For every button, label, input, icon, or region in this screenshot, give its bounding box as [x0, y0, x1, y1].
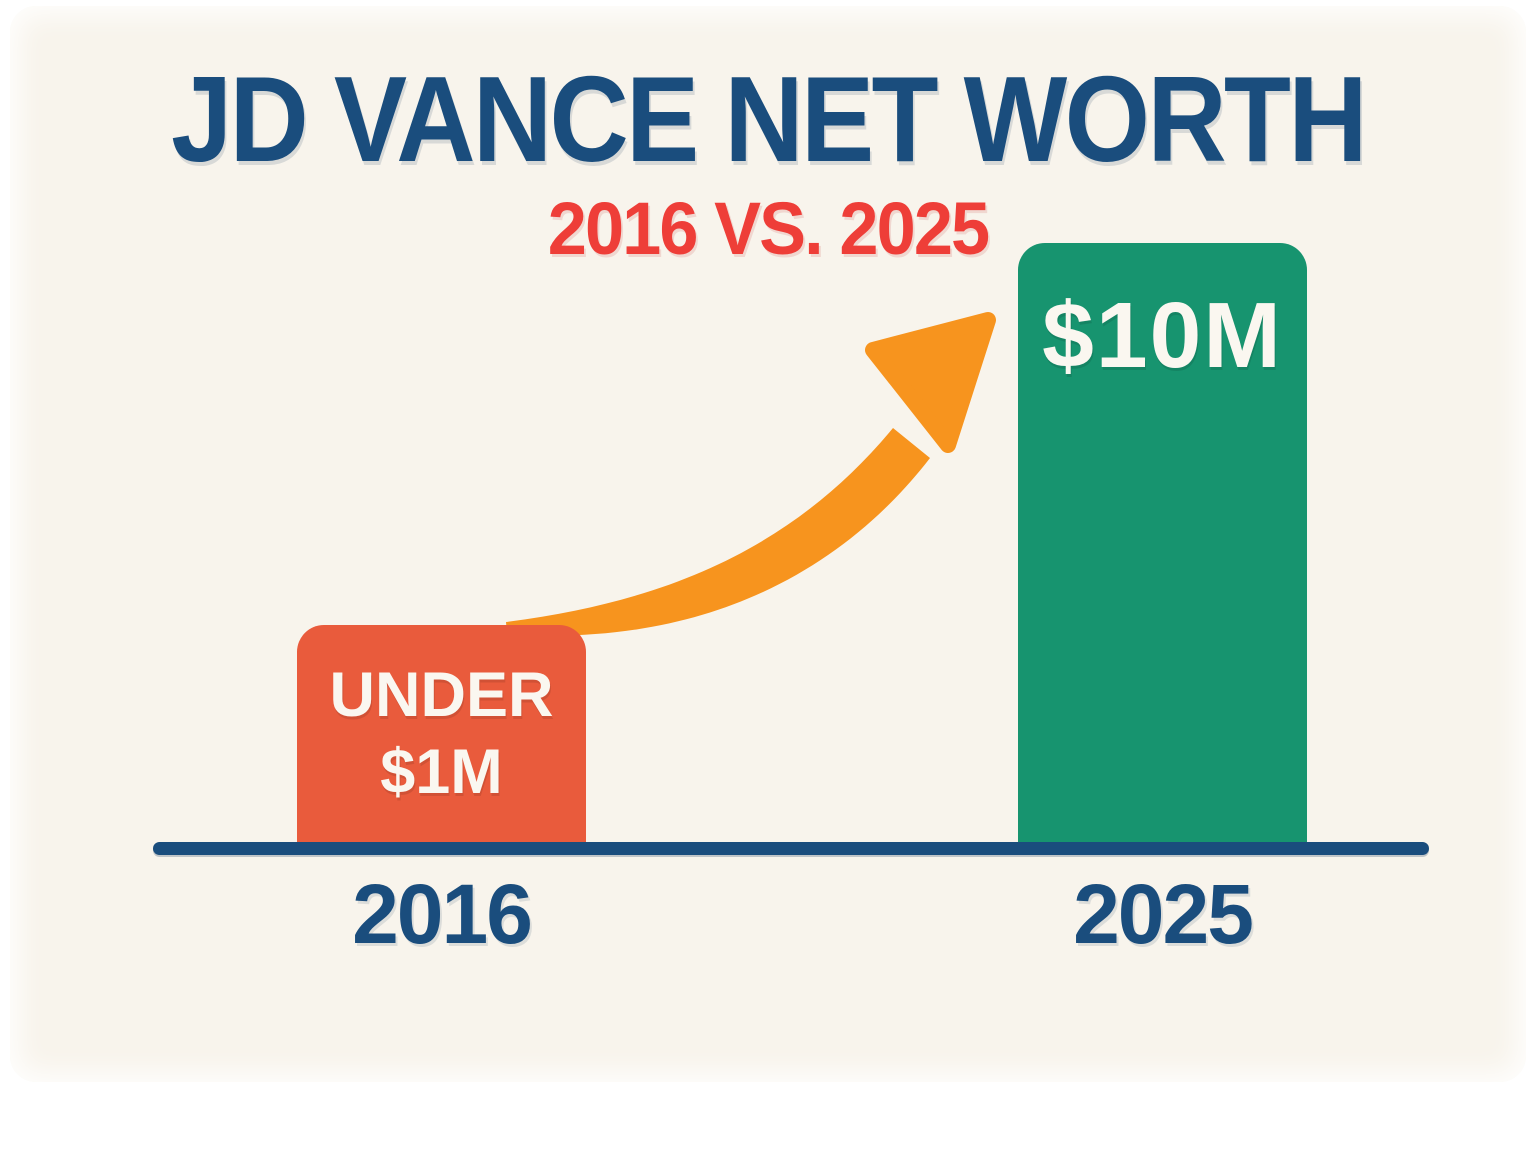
bar-2016-value-line2: $1M: [380, 736, 503, 807]
x-axis-label-2025: 2025: [1073, 867, 1254, 961]
bar-2016-value-line1: UNDER: [329, 660, 554, 730]
bar-2025: $10M: [1018, 243, 1307, 847]
x-axis-line: [153, 842, 1429, 855]
x-axis-label-2016: 2016: [352, 867, 533, 961]
chart-subtitle: 2016 VS. 2025: [547, 187, 990, 270]
chart-title: JD VANCE NET WORTH: [171, 51, 1367, 187]
bar-2025-value-label: $10M: [1042, 283, 1283, 387]
bar-2016: UNDER $1M: [297, 625, 586, 847]
bar-2016-value-label: UNDER $1M: [297, 657, 586, 811]
